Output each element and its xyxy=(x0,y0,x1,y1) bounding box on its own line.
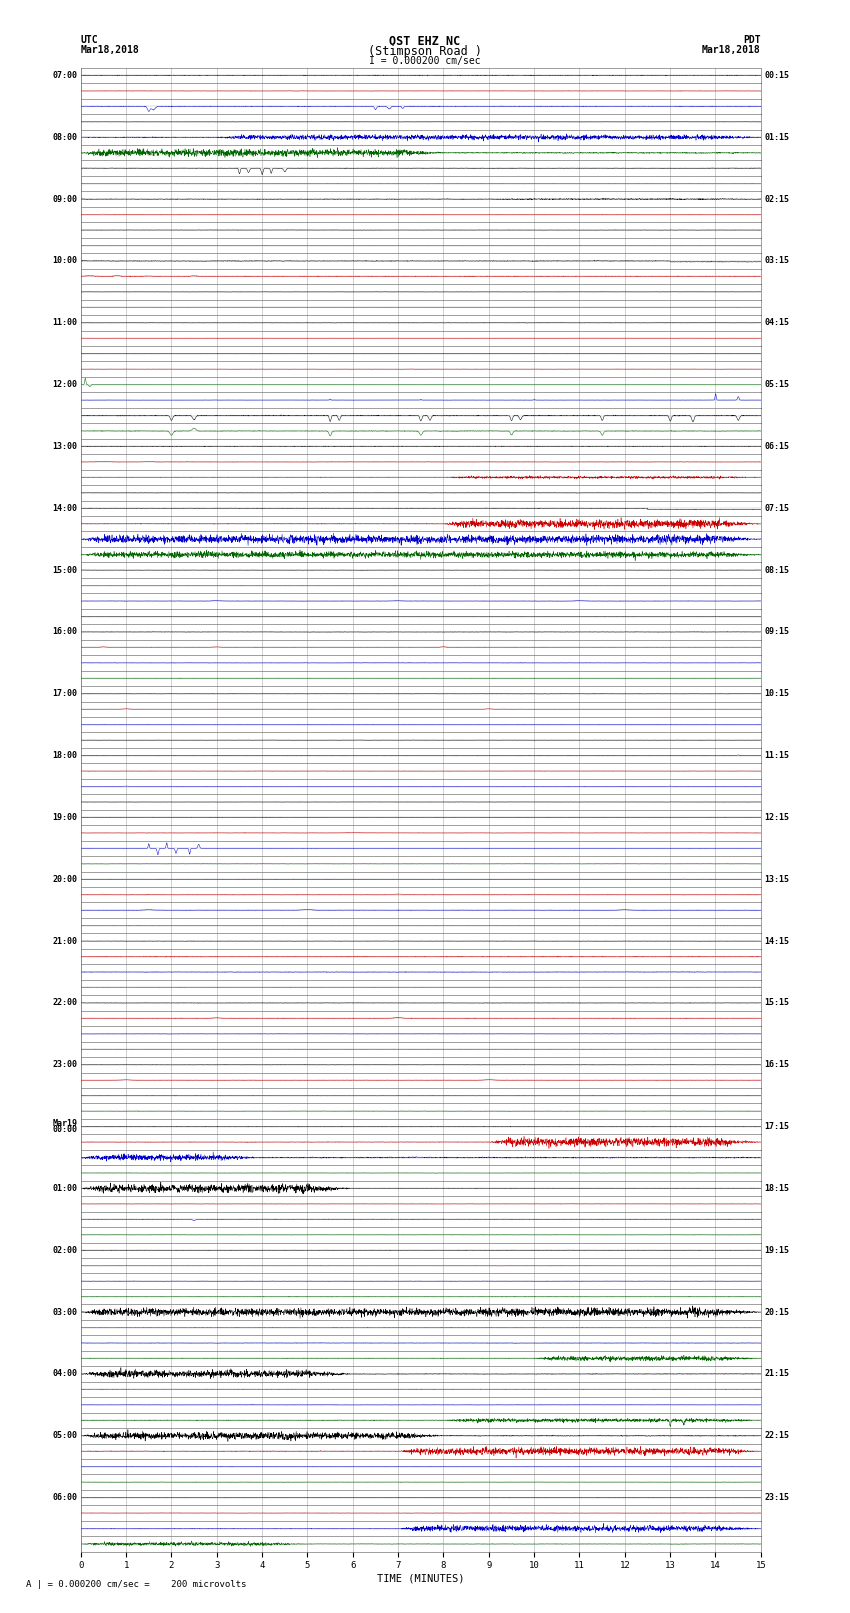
Text: 12:15: 12:15 xyxy=(764,813,789,823)
Text: I = 0.000200 cm/sec: I = 0.000200 cm/sec xyxy=(369,56,481,66)
Text: 21:00: 21:00 xyxy=(53,937,77,945)
Text: 17:15: 17:15 xyxy=(764,1123,789,1131)
Text: 22:00: 22:00 xyxy=(53,998,77,1008)
Text: 19:00: 19:00 xyxy=(53,813,77,823)
Text: 16:15: 16:15 xyxy=(764,1060,789,1069)
Text: OST EHZ NC: OST EHZ NC xyxy=(389,35,461,48)
Text: 03:00: 03:00 xyxy=(53,1308,77,1316)
Text: 05:15: 05:15 xyxy=(764,381,789,389)
Text: 11:00: 11:00 xyxy=(53,318,77,327)
Text: 21:15: 21:15 xyxy=(764,1369,789,1379)
Text: 10:15: 10:15 xyxy=(764,689,789,698)
Text: Mar19: Mar19 xyxy=(53,1119,77,1127)
Text: 07:00: 07:00 xyxy=(53,71,77,81)
Text: 07:15: 07:15 xyxy=(764,503,789,513)
Text: 23:15: 23:15 xyxy=(764,1494,789,1502)
Text: 00:00: 00:00 xyxy=(53,1126,77,1134)
Text: 20:00: 20:00 xyxy=(53,874,77,884)
Text: 17:00: 17:00 xyxy=(53,689,77,698)
Text: PDT: PDT xyxy=(743,35,761,45)
Text: UTC: UTC xyxy=(81,35,99,45)
Text: 05:00: 05:00 xyxy=(53,1431,77,1440)
Text: 18:15: 18:15 xyxy=(764,1184,789,1194)
Text: 19:15: 19:15 xyxy=(764,1245,789,1255)
Text: 14:00: 14:00 xyxy=(53,503,77,513)
Text: 04:00: 04:00 xyxy=(53,1369,77,1379)
Text: 04:15: 04:15 xyxy=(764,318,789,327)
Text: 09:15: 09:15 xyxy=(764,627,789,637)
Text: 16:00: 16:00 xyxy=(53,627,77,637)
Text: (Stimpson Road ): (Stimpson Road ) xyxy=(368,45,482,58)
Text: 06:00: 06:00 xyxy=(53,1494,77,1502)
Text: 00:15: 00:15 xyxy=(764,71,789,81)
Text: 06:15: 06:15 xyxy=(764,442,789,452)
Text: 01:15: 01:15 xyxy=(764,132,789,142)
Text: 13:15: 13:15 xyxy=(764,874,789,884)
Text: 14:15: 14:15 xyxy=(764,937,789,945)
Text: 10:00: 10:00 xyxy=(53,256,77,266)
Text: 12:00: 12:00 xyxy=(53,381,77,389)
Text: 03:15: 03:15 xyxy=(764,256,789,266)
Text: A | = 0.000200 cm/sec =    200 microvolts: A | = 0.000200 cm/sec = 200 microvolts xyxy=(26,1579,246,1589)
Text: 20:15: 20:15 xyxy=(764,1308,789,1316)
Text: 01:00: 01:00 xyxy=(53,1184,77,1194)
Text: Mar18,2018: Mar18,2018 xyxy=(702,45,761,55)
X-axis label: TIME (MINUTES): TIME (MINUTES) xyxy=(377,1573,464,1584)
Text: Mar18,2018: Mar18,2018 xyxy=(81,45,139,55)
Text: 02:00: 02:00 xyxy=(53,1245,77,1255)
Text: 15:15: 15:15 xyxy=(764,998,789,1008)
Text: 08:00: 08:00 xyxy=(53,132,77,142)
Text: 09:00: 09:00 xyxy=(53,195,77,203)
Text: 23:00: 23:00 xyxy=(53,1060,77,1069)
Text: 08:15: 08:15 xyxy=(764,566,789,574)
Text: 02:15: 02:15 xyxy=(764,195,789,203)
Text: 22:15: 22:15 xyxy=(764,1431,789,1440)
Text: 18:00: 18:00 xyxy=(53,752,77,760)
Text: 11:15: 11:15 xyxy=(764,752,789,760)
Text: 13:00: 13:00 xyxy=(53,442,77,452)
Text: 15:00: 15:00 xyxy=(53,566,77,574)
